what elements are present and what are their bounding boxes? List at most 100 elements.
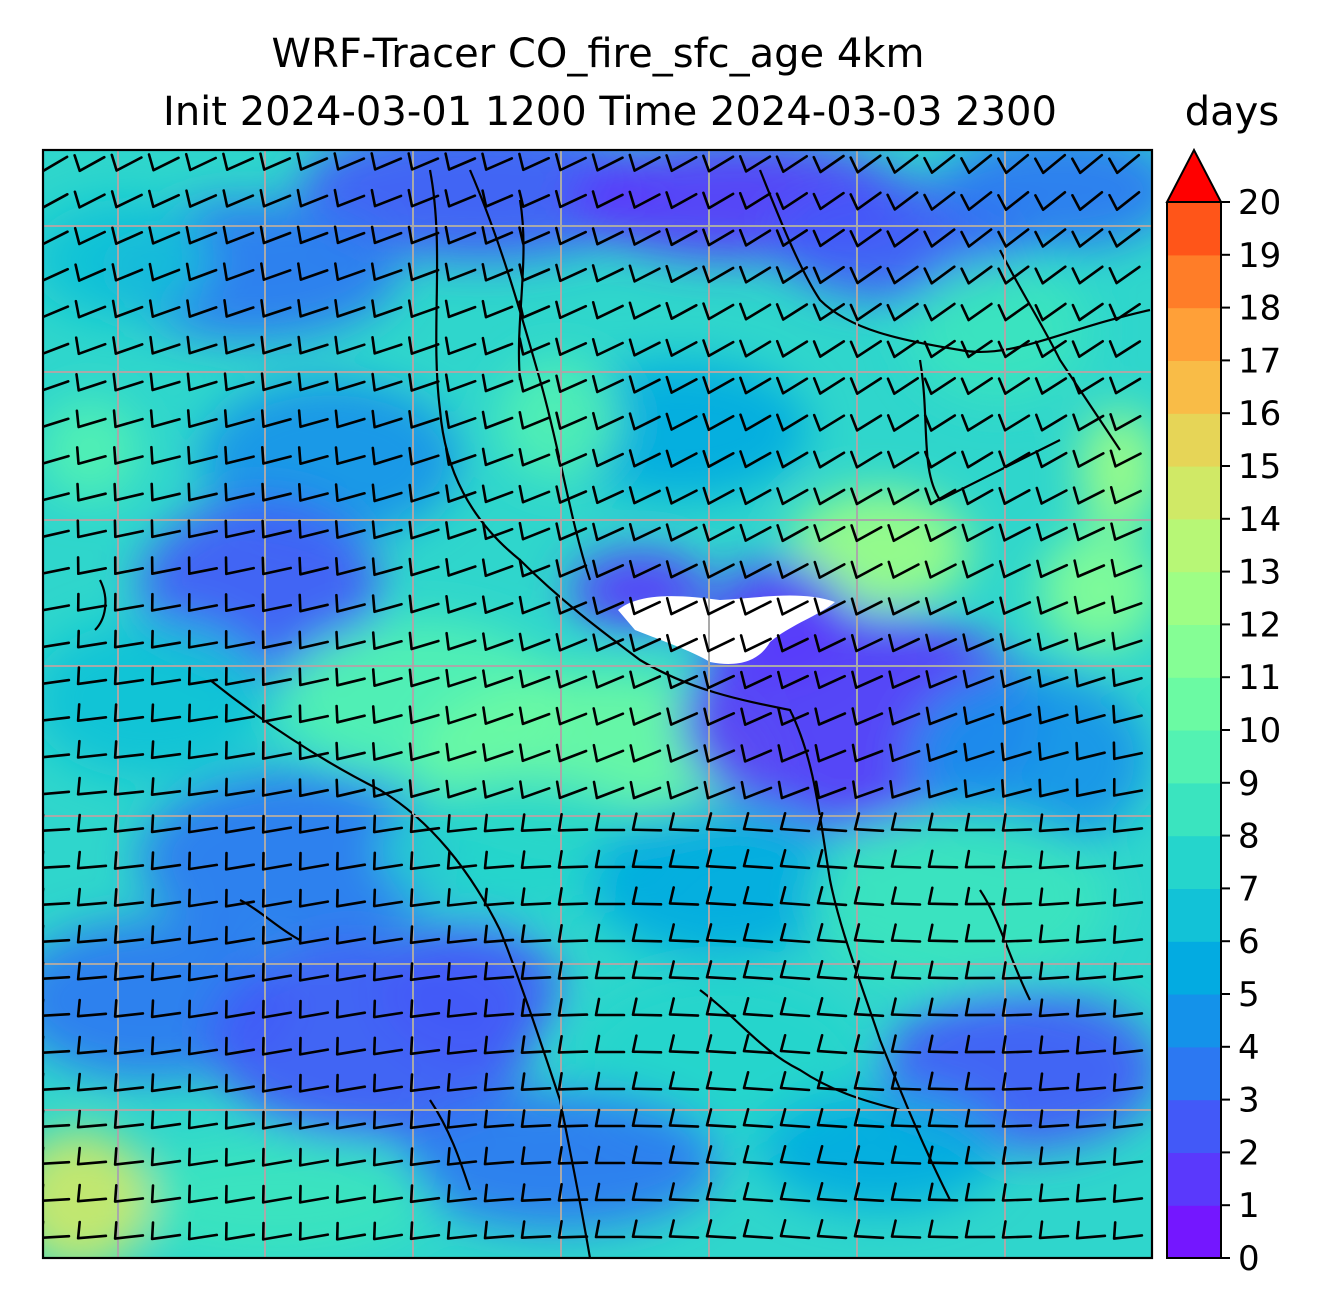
wind-barb (481, 373, 514, 393)
wind-barb (1036, 559, 1069, 579)
wind-barb (964, 812, 996, 832)
wind-barb (629, 707, 662, 726)
wind-barb (1112, 704, 1143, 724)
wind-barb (261, 556, 292, 576)
wind-barb (890, 1145, 922, 1165)
wind-barb (739, 302, 772, 321)
wind-barb (923, 228, 956, 248)
wind-barb (73, 226, 106, 246)
wind-barb (886, 414, 920, 432)
wind-barb (112, 372, 144, 392)
wind-barb (705, 997, 737, 1018)
coastline (999, 249, 1121, 451)
wind-barb (298, 851, 330, 871)
wind-barb (1000, 742, 1032, 762)
wind-barb (1001, 779, 1032, 798)
wind-barb (1075, 741, 1106, 761)
wind-barb (961, 560, 994, 579)
wind-barb (261, 777, 293, 797)
wind-barb (147, 153, 180, 172)
wind-barb (1112, 851, 1144, 870)
wind-barb (483, 1183, 515, 1203)
wind-barb (890, 1071, 922, 1091)
wind-barb (779, 1145, 811, 1166)
colorbar-tick-label: 18 (1238, 289, 1281, 329)
wind-barb (592, 559, 625, 578)
wind-barb (1035, 413, 1068, 432)
wind-barb (740, 670, 772, 690)
wind-barb (886, 302, 919, 322)
colorbar-tick-label: 1 (1238, 1186, 1260, 1226)
wind-barb (887, 597, 920, 616)
wind-barb (703, 707, 736, 726)
colorbar-tick-label: 3 (1238, 1081, 1260, 1121)
wind-barb (813, 560, 846, 579)
wind-barb (813, 634, 846, 653)
wind-barb (519, 780, 551, 799)
wind-barb (705, 923, 737, 944)
wind-barb (43, 924, 71, 943)
wind-barb (113, 1110, 145, 1129)
wind-barb (668, 1071, 700, 1091)
wind-barb (849, 340, 882, 358)
colorbar-band (1167, 254, 1221, 309)
wind-barb (335, 778, 366, 798)
wind-barb (554, 189, 587, 209)
wind-barb (261, 704, 292, 723)
wind-barb (76, 519, 107, 539)
wind-barb (557, 1035, 589, 1054)
wind-barb (1073, 559, 1106, 578)
wind-barb (445, 410, 477, 429)
wind-barb (923, 302, 956, 322)
wind-barb (446, 1221, 478, 1240)
wind-barb (999, 669, 1032, 689)
wind-barb (187, 814, 219, 834)
wind-barb (297, 446, 329, 465)
wind-barb (738, 191, 772, 210)
wind-barb (1109, 486, 1142, 505)
wind-barb (925, 670, 958, 689)
wind-barb (481, 152, 514, 171)
wind-barb (76, 666, 108, 686)
wind-barb (483, 1146, 515, 1166)
wind-barb (76, 703, 108, 722)
wind-barb (113, 999, 145, 1018)
wind-barb (668, 997, 700, 1017)
wind-barb (742, 849, 774, 870)
wind-barb (261, 814, 293, 834)
wind-barb (628, 375, 661, 394)
wind-barb (187, 851, 219, 871)
wind-barb (1074, 632, 1106, 651)
wind-barb (555, 743, 588, 763)
wind-barb (75, 446, 107, 465)
wind-barb (739, 265, 772, 284)
wind-barb (408, 631, 440, 651)
wind-barb (1034, 339, 1067, 359)
wind-barb (927, 960, 959, 980)
wind-barb (926, 779, 958, 799)
wind-barb (961, 487, 994, 506)
colorbar-tick-label: 6 (1238, 922, 1260, 962)
wind-barb (1034, 191, 1067, 211)
wind-barb (927, 1108, 959, 1128)
wind-barb (1035, 450, 1068, 469)
wind-barb (1112, 1184, 1144, 1203)
wind-barb (997, 302, 1030, 322)
wind-barb (890, 1182, 922, 1202)
wind-barb (1038, 887, 1070, 907)
wind-barb (111, 299, 144, 319)
wind-barb (629, 596, 661, 616)
wind-barb (110, 190, 143, 209)
wind-barb (1001, 1109, 1033, 1128)
wind-barb (187, 740, 219, 760)
wind-barb (298, 556, 329, 576)
colorbar-band (1167, 624, 1221, 678)
wind-barb (187, 445, 218, 465)
wind-barb (1037, 669, 1069, 688)
wind-barb (43, 267, 69, 282)
wind-barb (150, 519, 181, 539)
wind-barb (335, 593, 366, 613)
wind-barb (150, 1184, 182, 1204)
wind-barb (816, 1071, 848, 1092)
wind-barb (853, 886, 885, 907)
